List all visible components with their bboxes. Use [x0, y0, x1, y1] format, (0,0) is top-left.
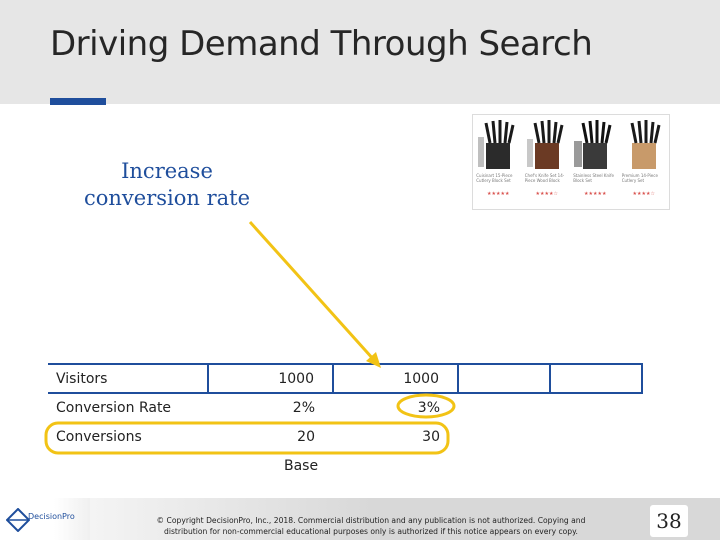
product-caption: Premium 14-Piece Cutlery Set — [621, 173, 658, 183]
callout-text: Increase conversion rate — [83, 159, 251, 210]
product-rating: ★★★★☆ — [535, 191, 558, 197]
product-rating: ★★★★☆ — [632, 191, 655, 197]
improved-value: 30 — [422, 428, 440, 445]
product-caption: Cuisinart 15-Piece Cutlery Block Set — [476, 173, 513, 183]
empty-cell — [458, 422, 550, 451]
product-rating: ★★★★★ — [487, 191, 510, 197]
footer-band — [90, 498, 720, 540]
improved-value: 1000 — [332, 363, 458, 394]
base-value: 2% — [292, 400, 315, 416]
row-label: Conversion Rate — [56, 400, 172, 416]
row-label: Visitors — [48, 363, 208, 394]
page-number: 38 — [650, 505, 688, 537]
base-column-label: Base — [284, 458, 319, 474]
product-thumbnail: Chef's Knife Set 14-Piece Wood Block ★★★… — [524, 117, 571, 207]
logo-text: DecisionPro — [28, 512, 75, 521]
product-thumbnail: Stainless Steel Knife Block Set ★★★★★ — [572, 117, 619, 207]
table-row: Visitors 1000 1000 — [48, 363, 643, 394]
product-listing-image: Cuisinart 15-Piece Cutlery Block Set ★★★… — [472, 114, 670, 210]
header-band — [0, 0, 720, 104]
product-thumbnail: Premium 14-Piece Cutlery Set ★★★★☆ — [621, 117, 668, 207]
base-value: 20 — [297, 428, 315, 445]
metrics-table: Visitors 1000 1000 Conversion Rate 2% 3%… — [48, 363, 643, 451]
product-thumbnail: Cuisinart 15-Piece Cutlery Block Set ★★★… — [475, 117, 522, 207]
title-accent-bar — [50, 98, 106, 105]
improved-value: 3% — [417, 400, 440, 416]
knife-block-icon — [574, 120, 612, 169]
logo-icon — [6, 508, 30, 532]
copyright-notice: © Copyright DecisionPro, Inc., 2018. Com… — [156, 516, 586, 536]
empty-cell — [550, 422, 642, 451]
table-row: Conversion Rate 2% 3% — [48, 393, 642, 422]
product-caption: Chef's Knife Set 14-Piece Wood Block — [524, 173, 565, 183]
empty-cell — [458, 393, 550, 422]
empty-cell — [457, 363, 550, 394]
product-rating: ★★★★★ — [584, 191, 607, 197]
base-value: 1000 — [207, 363, 333, 394]
company-logo: DecisionPro — [0, 498, 90, 540]
knife-block-icon — [478, 120, 515, 169]
row-label: Conversions — [56, 428, 142, 445]
slide-title: Driving Demand Through Search — [50, 24, 593, 64]
table-row: Conversions 20 30 — [48, 422, 642, 451]
empty-cell — [550, 393, 642, 422]
product-caption: Stainless Steel Knife Block Set — [573, 173, 615, 183]
knife-block-icon — [630, 120, 661, 169]
empty-cell — [549, 363, 643, 394]
knife-block-icon — [526, 120, 564, 169]
callout-arrow — [248, 220, 376, 362]
